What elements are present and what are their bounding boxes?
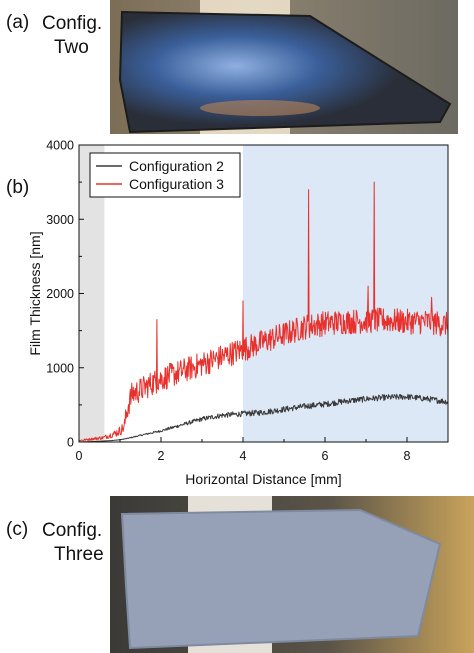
x-tick-label: 4: [240, 449, 247, 463]
y-tick-label: 0: [67, 436, 74, 450]
panel-a-config-line1: Config.: [42, 13, 103, 34]
legend-label-configuration-2: Configuration 2: [129, 158, 224, 174]
x-tick-label: 8: [404, 449, 411, 463]
shaded-region-light-blue: [243, 145, 448, 442]
legend-label-configuration-3: Configuration 3: [129, 176, 224, 192]
x-axis-title: Horizontal Distance [mm]: [185, 471, 341, 487]
config-two-photo: [110, 0, 458, 134]
legend-box: [89, 152, 241, 198]
panel-c-config-text: Config. Three: [42, 519, 104, 567]
panel-a-config-line2: Two: [54, 37, 89, 58]
y-tick-label: 1000: [46, 361, 74, 375]
series-line-configuration-2: [79, 393, 449, 443]
x-tick-label: 0: [76, 449, 83, 463]
series-line-configuration-3: [78, 181, 449, 442]
panel-c-label: (c): [6, 519, 29, 540]
panel-a-config-text: Config. Two: [42, 12, 102, 60]
x-tick-label: 2: [158, 449, 165, 463]
panel-c-config-line2: Three: [54, 544, 104, 565]
panel-b-label: (b): [6, 177, 30, 198]
panel-a-label: (a): [6, 12, 30, 33]
x-tick-label: 6: [322, 449, 329, 463]
y-tick-label: 2000: [46, 287, 74, 301]
panel-c-config-line1: Config.: [42, 520, 103, 541]
config-three-photo: [110, 496, 474, 653]
y-axis-title: Film Thickness [nm]: [27, 231, 43, 355]
film-thickness-chart: 0 2 4 6 8 0 1000 2000 3000 4000 Horizontal Distanc…: [27, 139, 449, 487]
y-tick-label: 3000: [46, 213, 74, 227]
y-tick-label: 4000: [46, 139, 74, 153]
